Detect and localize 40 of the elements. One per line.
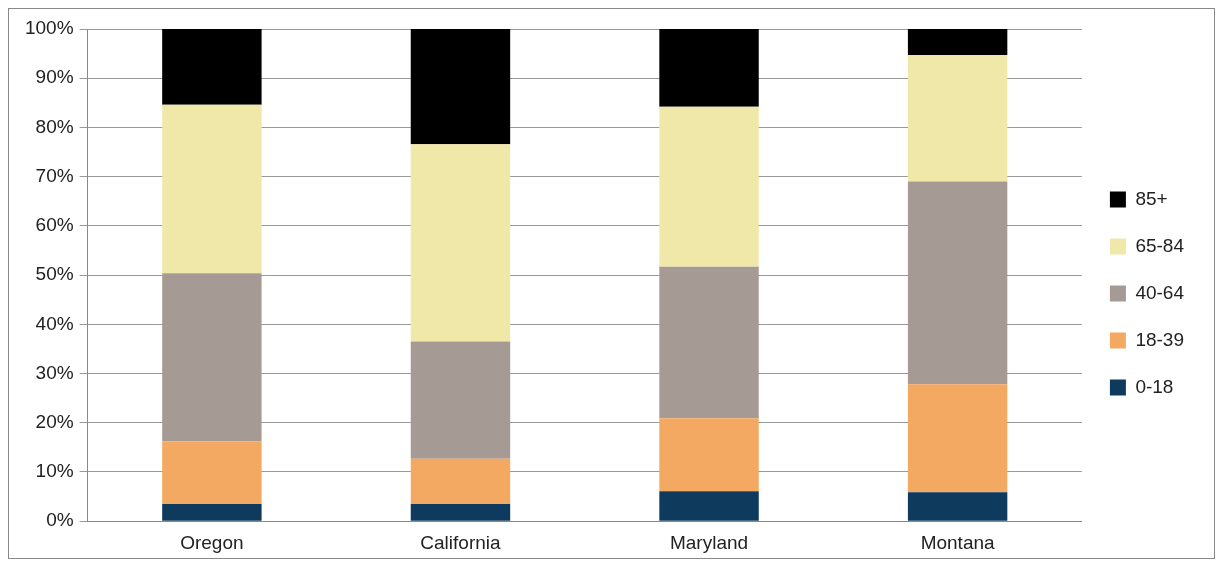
- y-tick-label: 20%: [35, 410, 74, 432]
- x-tick-label: Oregon: [180, 531, 244, 553]
- legend-label: 0-18: [1135, 375, 1174, 397]
- y-tick-label: 0%: [46, 509, 74, 531]
- y-tick-label: 80%: [35, 115, 74, 137]
- bar: [410, 503, 511, 521]
- bar: [907, 29, 1008, 56]
- y-tick-label: 30%: [35, 361, 74, 383]
- y-tick-label: 70%: [35, 164, 74, 186]
- legend-label: 65-84: [1135, 234, 1185, 256]
- bar: [162, 104, 262, 274]
- bar: [659, 491, 759, 521]
- bar: [162, 273, 262, 442]
- bar: [907, 181, 1008, 385]
- bar: [410, 29, 511, 145]
- bar: [907, 492, 1008, 521]
- y-tick-label: 90%: [35, 66, 74, 88]
- y-tick-label: 60%: [35, 214, 74, 236]
- y-tick-label: 40%: [35, 312, 74, 334]
- legend-label: 85+: [1135, 187, 1168, 209]
- bar: [162, 29, 262, 105]
- legend-label: 40-64: [1135, 281, 1185, 303]
- bar: [410, 341, 511, 459]
- bar: [907, 55, 1008, 182]
- bar: [659, 266, 759, 419]
- bar: [659, 29, 759, 107]
- x-tick-label: Montana: [920, 531, 996, 553]
- x-tick-label: Maryland: [669, 531, 749, 553]
- bar: [410, 144, 511, 342]
- y-tick-label: 50%: [35, 263, 74, 285]
- legend-label: 18-39: [1135, 328, 1185, 350]
- bar: [659, 106, 759, 267]
- bar: [659, 418, 759, 492]
- y-tick-label: 100%: [24, 17, 74, 39]
- bar: [410, 458, 511, 504]
- bar: [162, 503, 262, 521]
- bar: [907, 384, 1008, 493]
- y-tick-label: 10%: [35, 460, 74, 482]
- x-tick-label: California: [420, 531, 502, 553]
- bar: [162, 441, 262, 504]
